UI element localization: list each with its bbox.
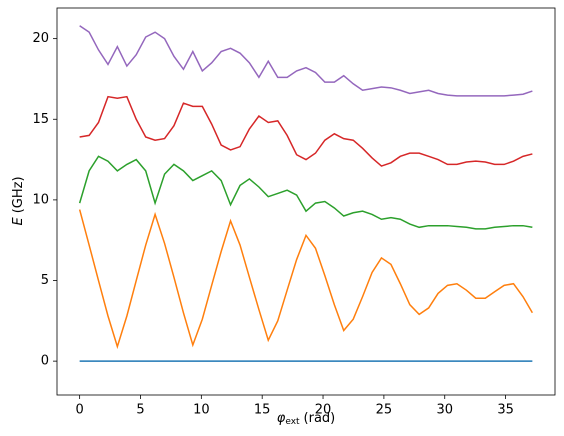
series-line	[78, 209, 534, 350]
y-label-unit: (GHz)	[11, 176, 26, 213]
y-tick-label: 10	[32, 192, 49, 207]
series-line	[78, 155, 533, 230]
x-tick-label: 0	[75, 403, 83, 418]
x-label-subscript: ext	[285, 417, 300, 427]
y-tick-label: 5	[41, 273, 49, 288]
plot-frame	[56, 7, 556, 396]
x-tick-label: 20	[315, 403, 332, 418]
series-line	[79, 25, 533, 97]
x-axis-label: φext (rad)	[277, 411, 336, 427]
series-line	[79, 95, 533, 167]
x-tick-label: 15	[254, 403, 271, 418]
x-label-symbol: φ	[277, 411, 286, 426]
x-tick-label: 35	[497, 403, 514, 418]
x-label-unit: (rad)	[304, 411, 336, 426]
y-tick-label: 0	[41, 354, 49, 369]
y-axis-label: E (GHz)	[11, 176, 26, 225]
x-tick-label: 5	[136, 403, 144, 418]
y-tick-label: 15	[32, 112, 49, 127]
x-tick-label: 10	[193, 403, 210, 418]
y-label-symbol: E	[11, 217, 26, 226]
x-tick-label: 30	[436, 403, 453, 418]
y-tick-label: 20	[32, 31, 49, 46]
x-tick-label: 25	[376, 403, 393, 418]
